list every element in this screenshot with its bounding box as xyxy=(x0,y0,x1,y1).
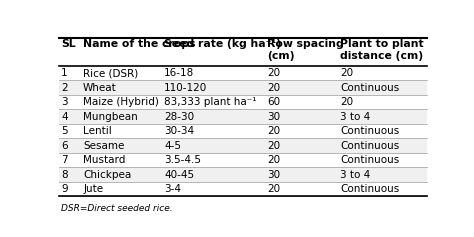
Text: Continuous: Continuous xyxy=(340,126,400,136)
Text: 20: 20 xyxy=(267,184,280,194)
Text: DSR=Direct seeded rice.: DSR=Direct seeded rice. xyxy=(61,204,173,213)
Bar xyxy=(59,138,427,153)
Text: Mustard: Mustard xyxy=(83,155,126,165)
Bar xyxy=(59,66,427,80)
Text: 20: 20 xyxy=(267,155,280,165)
Bar xyxy=(59,109,427,124)
Bar xyxy=(59,153,427,167)
Text: 20: 20 xyxy=(267,141,280,150)
Text: 30: 30 xyxy=(267,112,280,122)
Text: 3.5-4.5: 3.5-4.5 xyxy=(164,155,201,165)
Text: 20: 20 xyxy=(267,68,280,78)
Text: 4: 4 xyxy=(61,112,68,122)
Text: 5: 5 xyxy=(61,126,68,136)
Text: 1: 1 xyxy=(61,68,68,78)
Text: 9: 9 xyxy=(61,184,68,194)
Text: Jute: Jute xyxy=(83,184,103,194)
Text: 20: 20 xyxy=(340,68,354,78)
Text: 6: 6 xyxy=(61,141,68,150)
Text: Seed rate (kg ha⁻¹): Seed rate (kg ha⁻¹) xyxy=(164,39,281,49)
Bar xyxy=(59,167,427,182)
Text: 3 to 4: 3 to 4 xyxy=(340,170,371,180)
Text: 30: 30 xyxy=(267,170,280,180)
Text: 110-120: 110-120 xyxy=(164,83,207,93)
Bar xyxy=(59,124,427,138)
Text: 20: 20 xyxy=(267,126,280,136)
Text: Maize (Hybrid): Maize (Hybrid) xyxy=(83,97,159,107)
Bar xyxy=(59,182,427,196)
Text: 60: 60 xyxy=(267,97,280,107)
Bar xyxy=(59,95,427,109)
Text: 3 to 4: 3 to 4 xyxy=(340,112,371,122)
Bar xyxy=(59,80,427,95)
Text: 2: 2 xyxy=(61,83,68,93)
Text: Wheat: Wheat xyxy=(83,83,117,93)
Text: Name of the crops: Name of the crops xyxy=(83,39,196,49)
Text: 40-45: 40-45 xyxy=(164,170,194,180)
Text: Sesame: Sesame xyxy=(83,141,125,150)
Text: Mungbean: Mungbean xyxy=(83,112,138,122)
Text: Rice (DSR): Rice (DSR) xyxy=(83,68,138,78)
Text: Continuous: Continuous xyxy=(340,155,400,165)
Text: Continuous: Continuous xyxy=(340,141,400,150)
Text: 16-18: 16-18 xyxy=(164,68,194,78)
Text: 3-4: 3-4 xyxy=(164,184,181,194)
Text: Continuous: Continuous xyxy=(340,184,400,194)
Text: 28-30: 28-30 xyxy=(164,112,194,122)
Text: Lentil: Lentil xyxy=(83,126,112,136)
Text: 20: 20 xyxy=(267,83,280,93)
Text: 83,333 plant ha⁻¹: 83,333 plant ha⁻¹ xyxy=(164,97,256,107)
Text: SL: SL xyxy=(61,39,76,49)
Text: Chickpea: Chickpea xyxy=(83,170,131,180)
Text: 30-34: 30-34 xyxy=(164,126,194,136)
Text: Plant to plant
distance (cm): Plant to plant distance (cm) xyxy=(340,39,424,61)
Text: 3: 3 xyxy=(61,97,68,107)
Text: 7: 7 xyxy=(61,155,68,165)
Text: Continuous: Continuous xyxy=(340,83,400,93)
Text: 20: 20 xyxy=(340,97,354,107)
Text: 4-5: 4-5 xyxy=(164,141,181,150)
Text: Row spacing
(cm): Row spacing (cm) xyxy=(267,39,344,61)
Text: 8: 8 xyxy=(61,170,68,180)
